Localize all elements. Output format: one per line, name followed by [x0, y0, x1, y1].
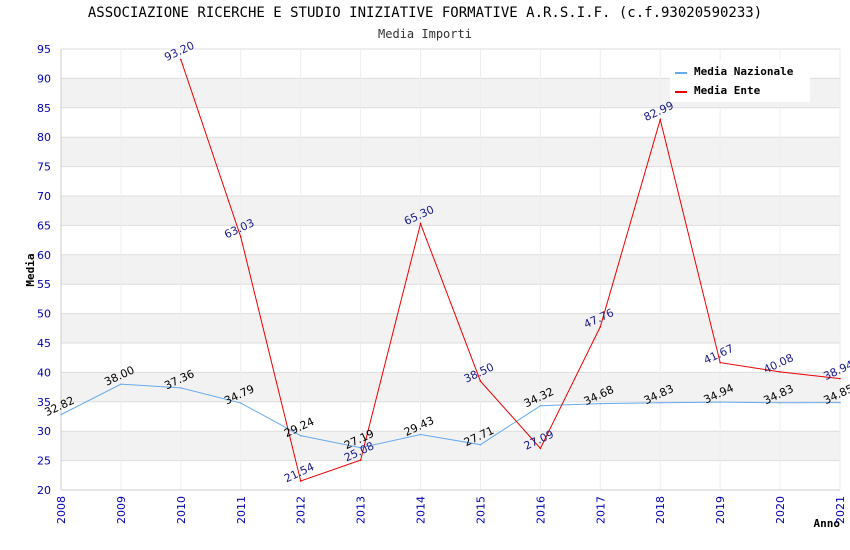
data-point-ente: [539, 447, 542, 450]
data-point-nazionale: [60, 413, 62, 416]
data-point-nazionale: [659, 401, 662, 404]
legend-label-nazionale: Media Nazionale: [694, 65, 794, 78]
gridlines: [60, 48, 841, 491]
data-point-ente: [719, 361, 721, 364]
y-tick-label: 75: [37, 161, 51, 174]
plot-band: [61, 137, 840, 167]
chart-subtitle: Media Importi: [378, 27, 472, 41]
x-tick-labels: 2008 2009 2010 2011 2012 2013 2014 2015 2016 2017…: [55, 496, 847, 524]
y-tick-label: 35: [37, 396, 51, 409]
x-tick-label: 2013: [355, 496, 368, 524]
x-axis-title: Anno: [814, 517, 841, 530]
y-tick-label: 50: [37, 308, 51, 321]
data-label-ente: 41.67: [702, 342, 736, 367]
y-tick-label: 85: [37, 102, 51, 115]
y-tick-labels: 20 25 30 35 40 45 50 55 60 65 70 75 80 85 90 95: [37, 43, 51, 497]
legend: Media Nazionale Media Ente: [670, 60, 810, 102]
data-point-nazionale: [359, 446, 362, 449]
series-line-nazionale: [60, 383, 841, 449]
x-tick-label: 2008: [55, 496, 68, 524]
data-point-nazionale: [719, 401, 721, 403]
data-point-nazionale: [419, 433, 422, 436]
y-tick-label: 55: [37, 278, 51, 291]
x-tick-label: 2014: [415, 496, 428, 524]
data-point-nazionale: [599, 402, 602, 405]
legend-label-ente: Media Ente: [694, 84, 761, 97]
data-point-nazionale: [479, 443, 482, 446]
y-tick-label: 45: [37, 337, 51, 350]
y-tick-label: 65: [37, 219, 51, 232]
data-point-nazionale: [239, 402, 242, 404]
x-tick-label: 2012: [295, 496, 308, 524]
y-tick-label: 20: [37, 484, 51, 497]
data-point-ente: [659, 118, 662, 121]
series-lines: [60, 58, 841, 482]
data-point-ente: [599, 325, 602, 328]
axes: [60, 49, 840, 491]
plot-band: [61, 372, 840, 402]
data-point-ente: [779, 371, 781, 373]
data-point-nazionale: [180, 387, 182, 389]
y-tick-label: 30: [37, 425, 51, 438]
chart-title: ASSOCIAZIONE RICERCHE E STUDIO INIZIATIV…: [87, 5, 763, 21]
data-point-ente: [419, 222, 422, 225]
plot-band: [61, 313, 840, 343]
x-tick-label: 2017: [594, 496, 607, 524]
y-tick-label: 70: [37, 190, 51, 203]
data-point-nazionale: [299, 434, 302, 437]
data-point-nazionale: [779, 401, 781, 404]
x-tick-label: 2016: [534, 496, 547, 524]
data-point-nazionale: [120, 383, 122, 385]
data-point-ente: [359, 459, 362, 461]
x-tick-label: 2019: [714, 496, 727, 524]
data-label-ente: 21.54: [282, 460, 316, 485]
x-tick-label: 2021: [834, 496, 847, 524]
x-tick-label: 2009: [115, 496, 128, 524]
plot-band: [61, 254, 840, 285]
data-point-ente: [479, 380, 482, 383]
y-tick-label: 25: [37, 455, 51, 468]
plot-bands: [61, 78, 840, 461]
x-tick-label: 2018: [654, 496, 667, 524]
data-label-ente: 93.20: [162, 39, 196, 64]
y-tick-label: 40: [37, 366, 51, 379]
plot-band: [61, 431, 840, 461]
x-tick-label: 2015: [474, 496, 487, 524]
y-tick-label: 95: [37, 43, 51, 56]
legend-box: [670, 60, 810, 102]
x-tick-label: 2010: [175, 496, 188, 524]
data-point-ente: [299, 480, 302, 482]
data-point-ente: [839, 377, 841, 380]
y-tick-label: 90: [37, 72, 51, 85]
data-point-nazionale: [839, 401, 841, 404]
data-point-ente: [180, 58, 182, 61]
data-point-ente: [239, 236, 242, 238]
x-tick-label: 2011: [235, 496, 248, 524]
y-tick-label: 60: [37, 249, 51, 262]
data-point-nazionale: [539, 404, 542, 407]
y-tick-label: 80: [37, 131, 51, 144]
series-line-ente: [180, 59, 841, 482]
x-tick-label: 2020: [774, 496, 787, 524]
y-axis-title: Media: [24, 253, 37, 286]
plot-band: [61, 196, 840, 226]
